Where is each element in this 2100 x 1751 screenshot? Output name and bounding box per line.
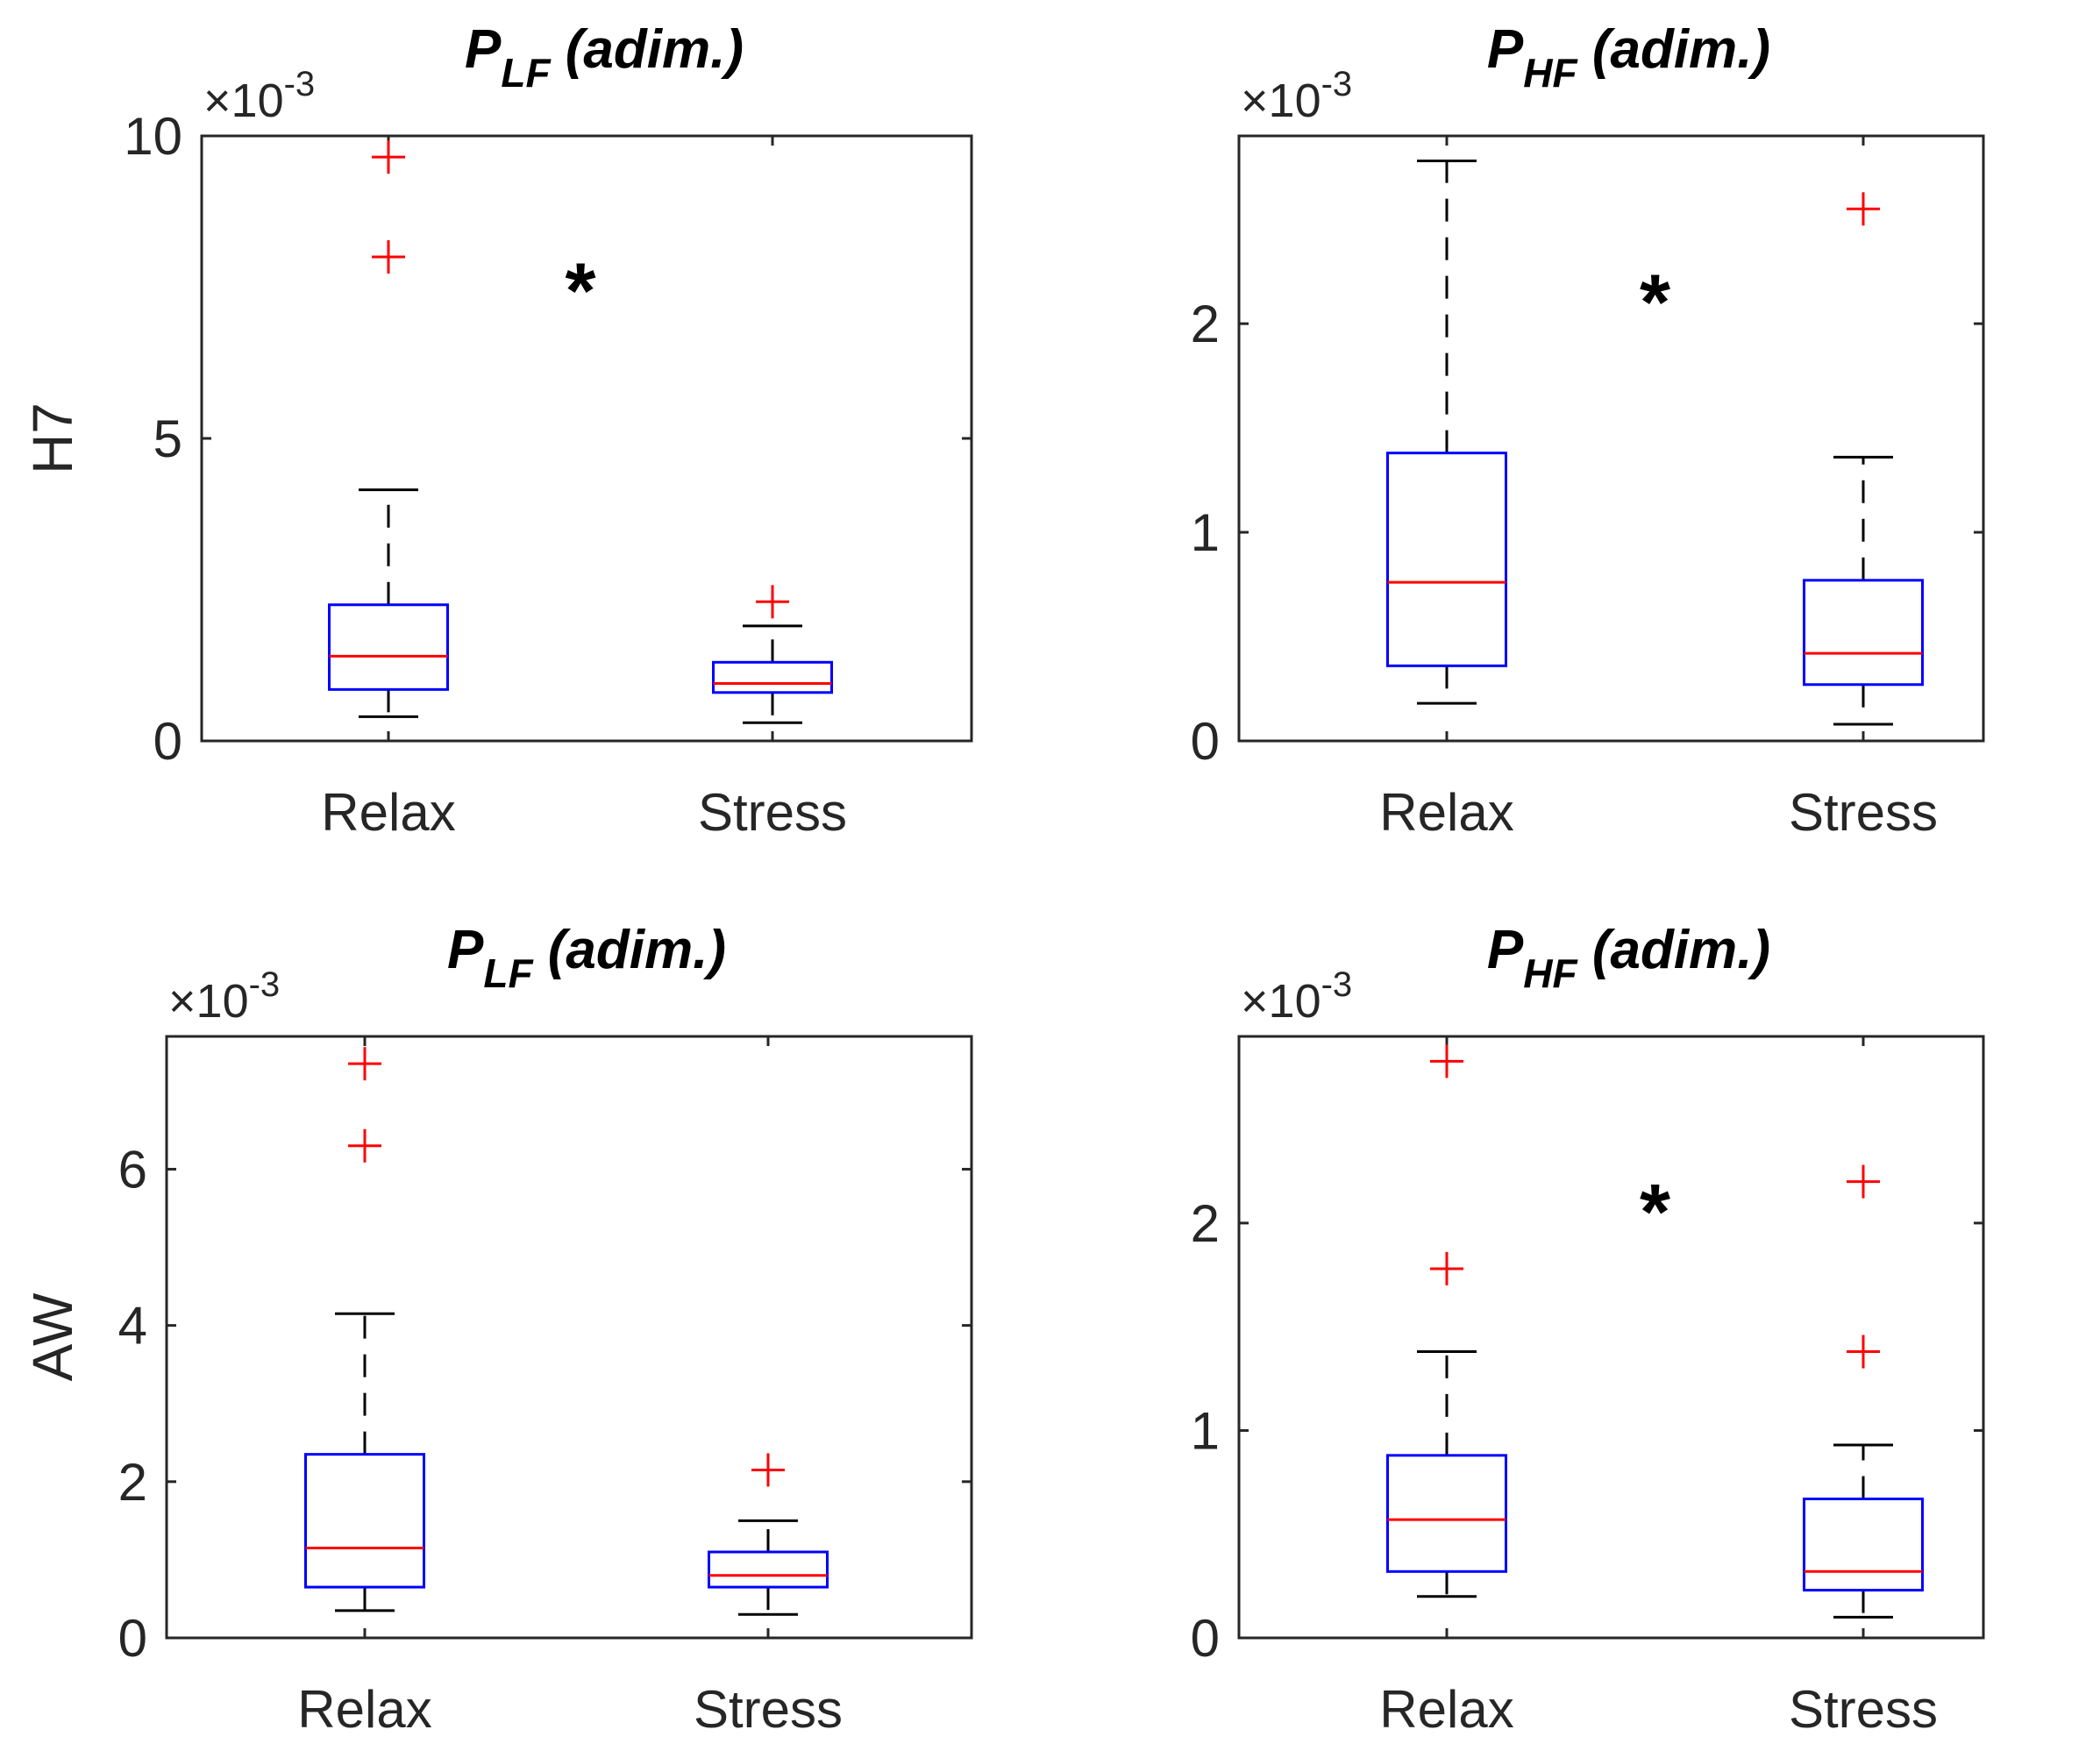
outlier-marker	[751, 1453, 785, 1487]
outlier-marker	[756, 585, 789, 619]
iqr-box	[708, 1550, 829, 1589]
iqr-box	[1386, 1454, 1507, 1573]
exponent-base: ×10	[168, 975, 249, 1028]
box-group-relax	[304, 1047, 425, 1612]
x-tick-label-relax: Relax	[1379, 783, 1513, 842]
iqr-box	[1386, 452, 1507, 667]
y-axis-label: H7	[21, 402, 84, 474]
outlier-marker	[1847, 1335, 1880, 1369]
x-tick-label-stress: Stress	[694, 1680, 843, 1739]
axis-exponent: ×10-3	[203, 65, 315, 127]
y-tick-label: 10	[124, 107, 182, 166]
iqr-box	[712, 660, 833, 694]
box-group-stress	[1803, 1164, 1924, 1619]
axis-exponent: ×10-3	[168, 965, 280, 1028]
iqr-box	[304, 1453, 425, 1589]
box-group-relax	[328, 140, 449, 718]
box-group-stress	[1803, 192, 1924, 726]
outlier-marker	[1847, 1164, 1880, 1199]
outlier-marker	[348, 1047, 381, 1081]
chart-title: PLF (adim.)	[447, 920, 726, 996]
axes-frame	[165, 1035, 973, 1640]
y-tick-label: 6	[118, 1140, 147, 1199]
y-tick-label: 4	[118, 1297, 147, 1356]
title-rest: (adim.)	[533, 920, 726, 980]
title-subscript: HF	[1523, 950, 1578, 996]
chart-title: PHF (adim.)	[1487, 19, 1770, 96]
title-main: P	[1487, 920, 1524, 980]
title-subscript: LF	[501, 50, 552, 96]
y-tick-label: 5	[153, 409, 182, 468]
chart-panel-1: 0 5 10 Relax Stress ×10-3 PLF (adim.) H7 *	[21, 19, 973, 842]
x-tick-label-relax: Relax	[321, 783, 455, 842]
y-axis-label: AW	[21, 1292, 84, 1381]
outlier-marker	[372, 240, 405, 274]
significance-marker: *	[565, 248, 595, 336]
exponent-power: -3	[284, 65, 316, 103]
y-tick-label: 2	[118, 1453, 147, 1512]
title-subscript: LF	[483, 950, 534, 996]
title-rest: (adim.)	[1577, 19, 1770, 80]
iqr-box	[1803, 1498, 1924, 1592]
exponent-base: ×10	[203, 75, 284, 127]
outlier-marker	[1847, 192, 1880, 226]
significance-marker: *	[1640, 259, 1670, 346]
axes-frame	[1237, 1035, 1985, 1640]
exponent-base: ×10	[1241, 975, 1321, 1028]
exponent-base: ×10	[1241, 75, 1321, 127]
chart-title: PLF (adim.)	[465, 19, 744, 96]
outlier-marker	[1430, 1251, 1463, 1285]
x-tick-label-relax: Relax	[297, 1680, 431, 1739]
chart-panel-4: 0 1 2 Relax Stress ×10-3 PHF (adim.) *	[1191, 920, 1985, 1739]
title-main: P	[447, 920, 484, 980]
box-group-relax	[1386, 1044, 1507, 1598]
axes-frame	[200, 134, 973, 743]
box-group-stress	[712, 585, 833, 724]
y-tick-label: 0	[153, 712, 182, 771]
y-tick-label: 2	[1191, 295, 1220, 353]
y-tick-label: 0	[118, 1609, 147, 1668]
title-rest: (adim.)	[551, 19, 744, 80]
box-group-relax	[1386, 160, 1507, 705]
chart-panel-2: 0 1 2 Relax Stress ×10-3 PHF (adim.) *	[1191, 19, 1985, 842]
y-tick-label: 2	[1191, 1194, 1220, 1253]
chart-title: PHF (adim.)	[1487, 920, 1770, 996]
axis-exponent: ×10-3	[1241, 65, 1352, 127]
exponent-power: -3	[1321, 65, 1353, 103]
y-tick-label: 1	[1191, 1401, 1220, 1460]
title-subscript: HF	[1523, 50, 1578, 96]
axis-exponent: ×10-3	[1241, 965, 1352, 1028]
iqr-box	[1803, 579, 1924, 687]
significance-marker: *	[1640, 1169, 1670, 1256]
chart-panel-3: 0 2 4 6 Relax Stress ×10-3 PLF (adim.) AW	[21, 920, 973, 1739]
x-tick-label-stress: Stress	[698, 783, 847, 842]
iqr-box	[328, 603, 449, 691]
title-main: P	[465, 19, 502, 80]
exponent-power: -3	[249, 965, 281, 1004]
title-rest: (adim.)	[1577, 920, 1770, 980]
x-tick-label-stress: Stress	[1789, 783, 1938, 842]
y-tick-label: 0	[1191, 1609, 1220, 1668]
outlier-marker	[348, 1128, 381, 1163]
box-group-stress	[708, 1453, 829, 1616]
outlier-marker	[372, 140, 405, 174]
outlier-marker	[1430, 1044, 1463, 1078]
y-tick-label: 1	[1191, 503, 1220, 562]
exponent-power: -3	[1321, 965, 1353, 1004]
title-main: P	[1487, 19, 1524, 80]
x-tick-label-stress: Stress	[1789, 1680, 1938, 1739]
axes-frame	[1237, 134, 1985, 743]
y-tick-label: 0	[1191, 712, 1220, 771]
x-tick-label-relax: Relax	[1379, 1680, 1513, 1739]
